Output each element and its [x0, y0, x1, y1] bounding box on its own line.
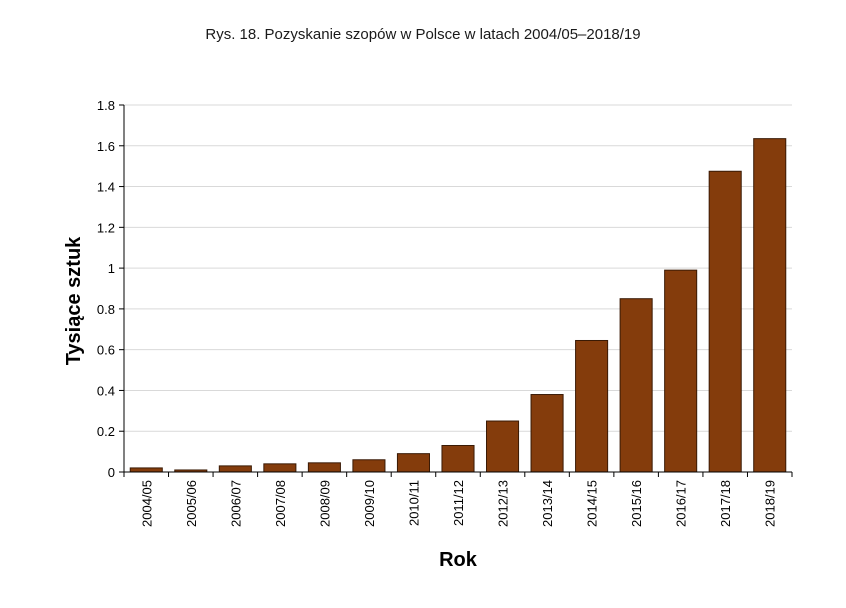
x-tick-label: 2011/12 [451, 480, 466, 526]
x-tick-label: 2017/18 [718, 480, 733, 527]
x-tick-label: 2007/08 [273, 480, 288, 527]
bar-2018-19 [753, 138, 787, 473]
bar-2009-10 [352, 459, 386, 473]
y-tick-label: 0.4 [97, 383, 115, 398]
x-axis-ticks: 2004/05 2005/06 2006/07 2007/08 2008/09 2009/… [123, 472, 793, 527]
y-tick-label: 1.8 [97, 98, 115, 113]
x-tick-label: 2009/10 [362, 480, 377, 527]
x-tick-label: 2014/15 [585, 480, 600, 527]
bar-2017-18 [708, 170, 742, 473]
x-tick-label: 2008/09 [317, 480, 332, 527]
x-tick-label: 2016/17 [674, 480, 689, 527]
bars [129, 138, 787, 473]
bar-2007-08 [263, 463, 297, 473]
y-axis-title: Tysiące sztuk [63, 236, 85, 365]
y-tick-label: 0.6 [97, 343, 115, 358]
x-tick-label: 2015/16 [629, 480, 644, 527]
y-tick-label: 0.2 [97, 424, 115, 439]
y-tick-label: 0.8 [97, 302, 115, 317]
bar-2012-13 [486, 420, 520, 473]
x-tick-label: 2005/06 [184, 480, 199, 527]
bar-2008-09 [307, 462, 341, 473]
x-tick-label: 2013/14 [540, 480, 555, 527]
y-axis-ticks: 0 0.2 0.4 0.6 0.8 1 1.2 1.4 1.6 1.8 [97, 98, 124, 480]
x-tick-label: 2018/19 [763, 480, 778, 527]
x-tick-label: 2006/07 [228, 480, 243, 527]
y-tick-label: 1.4 [97, 180, 115, 195]
x-tick-label: 2012/13 [496, 480, 511, 527]
x-tick-label: 2004/05 [139, 480, 154, 527]
bar-2016-17 [664, 269, 698, 473]
bar-2010-11 [396, 453, 430, 473]
bar-2013-14 [530, 394, 564, 473]
y-tick-label: 0 [108, 465, 115, 480]
bar-2004-05 [129, 467, 163, 473]
bar-2006-07 [218, 465, 252, 473]
x-tick-label: 2010/11 [406, 480, 421, 526]
bar-2014-15 [575, 339, 609, 473]
chart-title: Rys. 18. Pozyskanie szopów w Polsce w la… [205, 26, 641, 43]
y-tick-label: 1.2 [97, 220, 115, 235]
bar-2015-16 [619, 298, 653, 473]
y-tick-label: 1 [108, 261, 115, 276]
x-axis-title: Rok [439, 549, 478, 571]
bar-2011-12 [441, 444, 475, 473]
y-tick-label: 1.6 [97, 139, 115, 154]
